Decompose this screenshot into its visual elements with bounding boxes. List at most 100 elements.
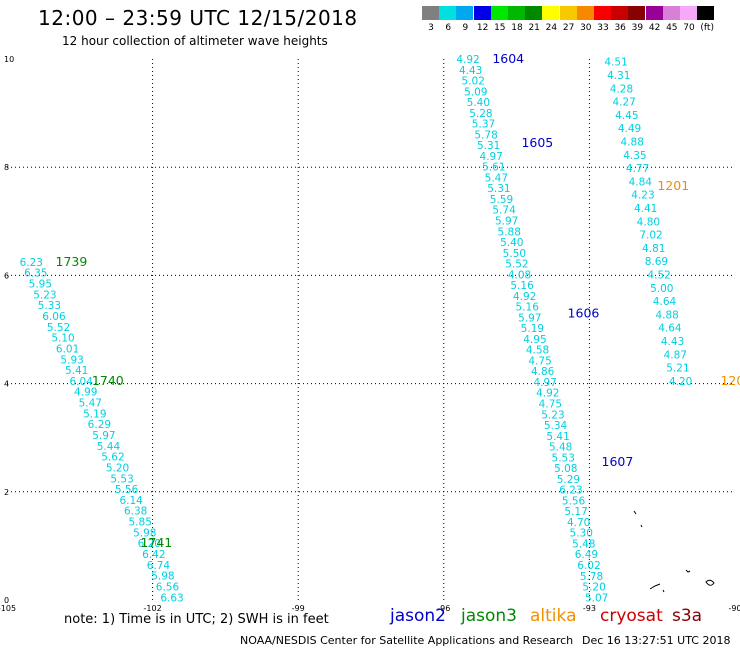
pass-time-label: 1739 [56,254,88,269]
wave-height-value: 5.85 [129,517,152,529]
wave-height-value: 4.99 [74,387,97,399]
wave-height-value: 5.50 [503,248,526,260]
legend-swatch [542,6,560,20]
wave-height-value: 6.20 [138,538,161,550]
legend-label: 27 [562,23,575,33]
wave-height-value: 4.70 [567,517,590,529]
wave-height-value: 7.02 [639,230,662,242]
wave-height-value: 4.88 [655,309,678,321]
wave-height-value: 5.23 [541,409,564,421]
y-tick-label: 6 [4,271,9,280]
y-tick-label: 8 [4,163,9,172]
wave-height-value: 5.48 [549,442,572,454]
wave-height-value: 4.43 [459,65,482,77]
legend-swatch [559,6,577,20]
wave-height-value: 5.59 [490,194,513,206]
legend-swatch [490,6,508,20]
wave-height-value: 6.42 [142,549,165,561]
page-title: 12:00 – 23:59 UTC 12/15/2018 [38,6,358,30]
pass-time-label: 1607 [602,454,634,469]
wave-height-value: 4.84 [629,176,653,188]
legend-label: 15 [494,23,506,33]
wave-height-value: 6.01 [56,343,79,355]
legend-label: 30 [580,23,592,33]
wave-height-value: 5.61 [482,162,505,174]
legend-label: 3 [428,23,434,33]
pass-time-label: 1606 [568,305,600,320]
wave-height-value: 6.56 [156,581,180,593]
wave-height-value: 5.02 [462,76,485,88]
wave-height-value: 5.47 [485,172,508,184]
satellite-name-s3a: s3a [672,606,703,626]
coastline-islands [633,510,715,593]
legend-swatch [576,6,594,20]
legend-label: 18 [511,23,523,33]
wave-height-value: 5.29 [557,474,580,486]
wave-height-value: 5.40 [467,97,490,109]
wave-height-value: 5.97 [518,312,541,324]
pass-time-label: 120 [720,373,740,388]
wave-height-value: 5.74 [492,205,516,217]
wave-height-value: 4.86 [531,366,555,378]
wave-height-value: 4.75 [528,355,551,367]
wave-height-value: 4.80 [637,216,660,228]
wave-height-value: 6.14 [119,495,143,507]
legend-unit: (ft) [700,23,714,33]
wave-height-value: 4.41 [634,203,657,215]
wave-height-value: 4.43 [661,336,684,348]
x-tick-label: -96 [437,604,450,613]
legend-swatch [525,6,543,20]
wave-height-value: 5.52 [47,322,70,334]
wave-height-value: 5.98 [151,571,174,583]
wave-height-value: 5.34 [544,420,568,432]
x-tick-label: -93 [583,604,596,613]
satellite-name-cryosat: cryosat [600,606,663,626]
wave-height-value: 5.97 [495,215,518,227]
footer-note: note: 1) Time is in UTC; 2) SWH is in fe… [64,612,329,627]
wave-height-value: 5.17 [564,506,587,518]
wave-height-value: 4.92 [513,291,536,303]
wave-height-value: 5.16 [516,302,540,314]
y-tick-label: 4 [4,380,9,389]
wave-height-value: 5.52 [505,259,528,271]
wave-height-value: 5.31 [487,183,510,195]
legend-label: 42 [648,23,661,33]
wave-height-value: 5.95 [29,279,52,291]
legend-label: 9 [462,23,469,33]
wave-height-value: 4.51 [604,57,627,69]
page-subtitle: 12 hour collection of altimeter wave hei… [62,34,328,48]
wave-height-value: 5.09 [464,86,487,98]
wave-height-value: 5.78 [580,571,603,583]
wave-height-value: 5.19 [83,408,106,420]
wave-height-value: 5.30 [570,528,593,540]
wave-height-value: 5.40 [500,237,523,249]
pass-time-label: 1605 [521,135,553,150]
wave-height-value: 5.47 [79,398,102,410]
x-tick-label: -90 [728,604,740,613]
wave-height-value: 5.98 [133,527,156,539]
pass-time-label: 1741 [140,535,172,550]
legend-label: 33 [597,23,609,33]
legend-swatch [628,6,646,20]
wave-height-value: 5.53 [552,452,575,464]
wave-height-value: 4.87 [664,349,687,361]
wave-height-value: 5.44 [97,441,121,453]
wave-height-value: 5.78 [474,129,497,141]
wave-height-value: 4.64 [658,323,682,335]
wave-height-value: 5.37 [472,119,495,131]
wave-height-value: 4.45 [615,110,638,122]
legend-label: 70 [683,23,695,33]
wave-height-value: 4.75 [539,399,562,411]
wave-height-value: 4.64 [653,296,677,308]
wave-height-value: 5.00 [650,283,673,295]
wave-height-value: 5.33 [38,300,61,312]
legend-label: 39 [631,23,644,33]
wave-height-value: 6.38 [124,506,147,518]
wave-height-value: 6.06 [42,311,66,323]
y-tick-label: 10 [4,55,14,64]
wave-height-value: 4.27 [612,97,635,109]
wave-height-value: 6.02 [577,560,600,572]
wave-height-value: 6.23 [559,485,582,497]
legend-label: 36 [614,23,626,33]
x-tick-label: -102 [144,604,162,613]
